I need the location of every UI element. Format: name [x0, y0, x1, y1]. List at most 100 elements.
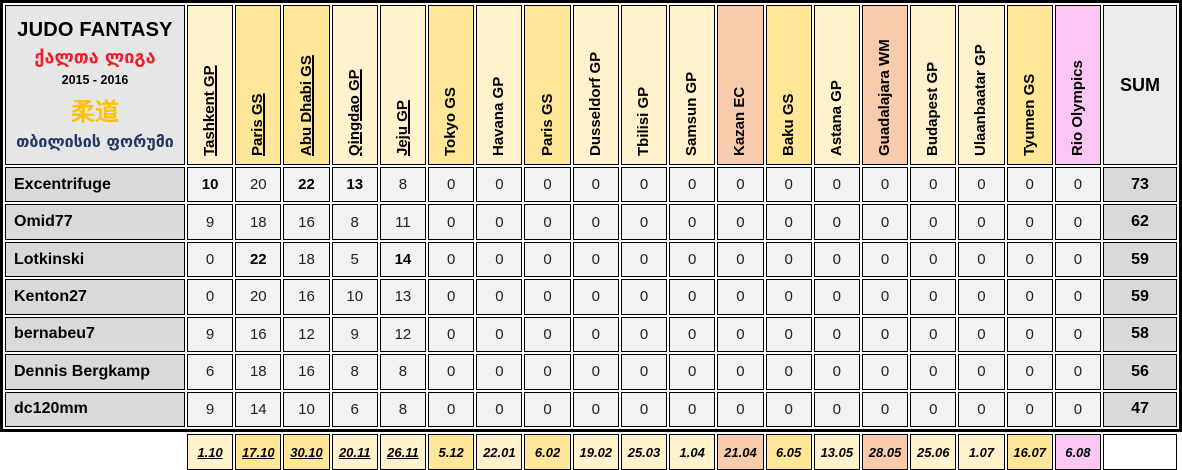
score-cell: 0: [813, 316, 860, 353]
event-column-label: Tokyo GS: [442, 87, 460, 156]
score-cell: 5: [331, 241, 378, 278]
score-cell: 0: [813, 167, 860, 203]
score-cell: 0: [476, 204, 523, 240]
score-cell: 0: [861, 391, 909, 427]
app-title: JUDO FANTASY: [17, 19, 173, 41]
score-cell: 22: [283, 167, 330, 203]
score-cell: 8: [379, 167, 427, 203]
event-date-cell: 22.01: [476, 434, 523, 470]
event-column-label: Rio Olympics: [1068, 60, 1086, 156]
event-date-cell: 30.10: [283, 434, 330, 470]
score-cell: 14: [379, 241, 427, 278]
event-date-cell: 13.05: [813, 434, 860, 470]
score-cell: 8: [379, 391, 427, 427]
score-cell: 0: [620, 241, 668, 278]
player-name: Dennis Bergkamp: [5, 354, 185, 390]
score-cell: 9: [187, 204, 234, 240]
event-date-cell: 21.04: [717, 434, 764, 470]
score-cell: 0: [476, 167, 523, 203]
event-column-label: Ulaanbaatar GP: [972, 44, 990, 156]
score-cell: 0: [861, 354, 909, 390]
score-cell: 0: [428, 204, 475, 240]
event-column-label: Baku GS: [779, 93, 797, 156]
score-cell: 0: [428, 279, 475, 315]
sum-column-header: SUM: [1102, 5, 1177, 165]
score-cell: 6: [187, 354, 234, 390]
player-name: bernabeu7: [5, 316, 185, 353]
score-cell: 18: [283, 241, 330, 278]
date-row-sum-empty: [1102, 434, 1177, 470]
score-cell: 0: [669, 167, 716, 203]
score-cell: 0: [717, 204, 764, 240]
score-cell: 0: [1054, 241, 1101, 278]
score-cell: 18: [235, 354, 282, 390]
score-cell: 0: [765, 391, 812, 427]
score-cell: 0: [572, 279, 619, 315]
score-cell: 0: [187, 241, 234, 278]
event-column-header: Tyumen GS: [1006, 5, 1053, 165]
score-cell: 0: [572, 391, 619, 427]
score-cell: 0: [813, 354, 860, 390]
score-cell: 0: [572, 167, 619, 203]
score-cell: 0: [620, 316, 668, 353]
score-cell: 0: [958, 354, 1005, 390]
event-column-label: Abu Dhabi GS: [297, 55, 315, 156]
event-column-header: Qingdao GP: [331, 5, 378, 165]
score-cell: 0: [861, 167, 909, 203]
score-cell: 0: [620, 279, 668, 315]
judo-kanji: 柔道: [71, 99, 119, 126]
date-row-spacer: [5, 434, 185, 470]
event-date-cell: 25.03: [620, 434, 668, 470]
event-column-header: Kazan EC: [717, 5, 764, 165]
score-cell: 14: [235, 391, 282, 427]
score-cell: 0: [1006, 204, 1053, 240]
event-column-label: Paris GS: [249, 93, 267, 156]
score-cell: 0: [669, 204, 716, 240]
score-cell: 0: [524, 279, 571, 315]
score-cell: 8: [331, 204, 378, 240]
score-cell: 0: [669, 316, 716, 353]
score-cell: 0: [669, 354, 716, 390]
event-column-label: Dusseldorf GP: [586, 51, 604, 156]
score-cell: 0: [572, 204, 619, 240]
event-column-header: Paris GS: [524, 5, 571, 165]
score-cell: 0: [910, 354, 957, 390]
event-column-label: Guadalajara WM: [876, 39, 894, 156]
score-cell: 0: [524, 204, 571, 240]
player-name: dc120mm: [5, 391, 185, 427]
score-cell: 0: [958, 316, 1005, 353]
forum-subtitle-georgian: თბილისის ფორუმი: [16, 132, 174, 151]
score-cell: 6: [331, 391, 378, 427]
event-column-label: Kazan EC: [731, 86, 749, 156]
score-cell: 0: [428, 167, 475, 203]
score-cell: 12: [283, 316, 330, 353]
event-column-header: Abu Dhabi GS: [283, 5, 330, 165]
score-cell: 0: [958, 391, 1005, 427]
score-cell: 20: [235, 279, 282, 315]
sum-cell: 58: [1102, 316, 1177, 353]
event-column-label: Tyumen GS: [1020, 73, 1038, 156]
sum-cell: 59: [1102, 241, 1177, 278]
score-cell: 0: [1054, 391, 1101, 427]
score-cell: 9: [187, 391, 234, 427]
score-cell: 0: [476, 279, 523, 315]
league-subtitle-georgian: ქალთა ლიგა: [34, 47, 156, 68]
score-cell: 0: [669, 391, 716, 427]
score-cell: 0: [1054, 279, 1101, 315]
score-cell: 0: [620, 391, 668, 427]
event-date-cell: 6.08: [1054, 434, 1101, 470]
score-cell: 0: [1006, 167, 1053, 203]
score-cell: 0: [910, 279, 957, 315]
score-cell: 0: [476, 241, 523, 278]
event-date-cell: 1.07: [958, 434, 1005, 470]
score-cell: 11: [379, 204, 427, 240]
score-cell: 13: [379, 279, 427, 315]
score-cell: 0: [524, 316, 571, 353]
score-cell: 0: [476, 354, 523, 390]
score-cell: 0: [524, 241, 571, 278]
score-cell: 0: [187, 279, 234, 315]
event-column-label: Jeju GP: [393, 100, 411, 156]
score-cell: 0: [765, 316, 812, 353]
score-cell: 0: [765, 167, 812, 203]
